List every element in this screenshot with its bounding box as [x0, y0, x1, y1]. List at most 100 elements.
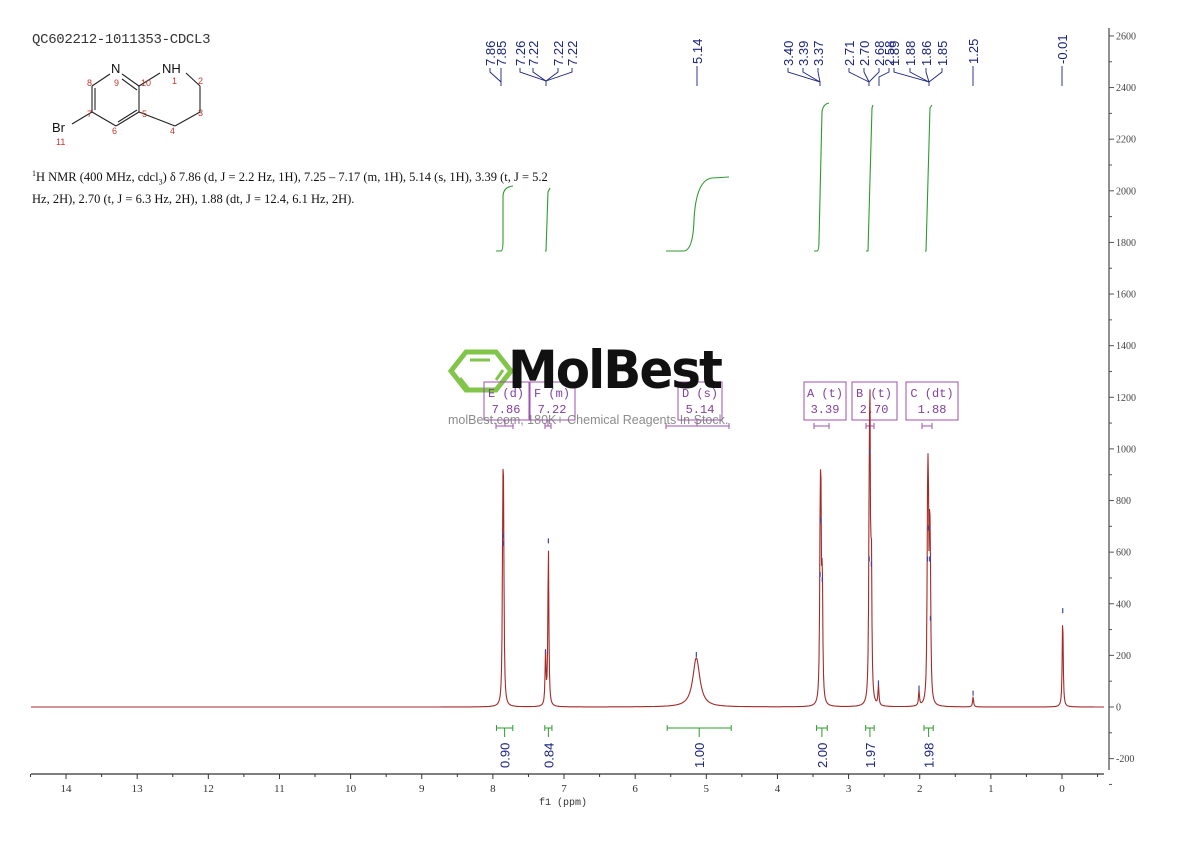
- svg-text:D (s): D (s): [682, 387, 718, 401]
- x-tick-label: 9: [419, 783, 425, 795]
- peak-label: 1.88: [903, 41, 918, 66]
- y-tick-label: 400: [1116, 599, 1131, 610]
- svg-text:A (t): A (t): [807, 387, 843, 401]
- svg-text:7.86: 7.86: [492, 403, 521, 417]
- peak-label: 3.39: [796, 41, 811, 66]
- x-axis-label: f1 (ppm): [539, 797, 587, 809]
- x-tick-label: 1: [988, 783, 994, 795]
- superscript: 1: [32, 169, 36, 178]
- y-axis: 2600240022002000180016001400120010008006…: [1108, 28, 1136, 785]
- x-axis: 14 13 12 11 10 9 8 7 6 5 4 3 2 1 0 f1 (ppm): [29, 773, 1104, 809]
- integral-value: 1.00: [692, 743, 707, 768]
- y-tick-label: 2200: [1116, 135, 1136, 146]
- x-tick-label: 10: [345, 783, 357, 795]
- svg-text:11: 11: [56, 137, 65, 147]
- peak-label-connectors: [489, 66, 1063, 86]
- sample-id: QC602212-1011353-CDCL3: [32, 32, 211, 48]
- svg-text:F (m): F (m): [534, 387, 570, 401]
- peak-label: 7.22: [526, 41, 541, 66]
- atom-nh: NH: [162, 61, 181, 76]
- nmr-line1-rest: ) δ 7.86 (d, J = 2.2 Hz, 1H), 7.25 – 7.1…: [162, 170, 548, 185]
- integral-value: 1.97: [863, 743, 878, 768]
- nmr-line2: Hz, 2H), 2.70 (t, J = 6.3 Hz, 2H), 1.88 …: [32, 191, 355, 206]
- svg-text:B (t): B (t): [856, 387, 892, 401]
- peak-label: 1.86: [919, 41, 934, 66]
- svg-text:E (d): E (d): [488, 387, 524, 401]
- y-tick-label: 2000: [1116, 186, 1136, 197]
- y-tick-label: 1200: [1116, 393, 1136, 404]
- multiplet-annotations: [483, 381, 959, 429]
- x-tick-label: 4: [775, 783, 781, 795]
- peak-markers: [502, 449, 1064, 696]
- peak-label: 7.86: [483, 41, 498, 66]
- structure-labels: N NH Br 1 2 3 4 5 6 7 8 9 10 11: [52, 61, 203, 147]
- atom-n: N: [111, 61, 120, 76]
- svg-text:4: 4: [170, 126, 175, 136]
- svg-text:3: 3: [198, 108, 203, 118]
- svg-text:7: 7: [87, 109, 92, 119]
- y-tick-label: 0: [1116, 703, 1121, 714]
- peak-label: 7.22: [565, 41, 580, 66]
- x-tick-label: 7: [561, 783, 567, 795]
- atom-br: Br: [52, 120, 66, 135]
- peak-label: 7.85: [494, 41, 509, 66]
- chemical-structure: [71, 72, 201, 127]
- y-tick-label: 1400: [1116, 341, 1136, 352]
- x-tick-label: 6: [632, 783, 638, 795]
- integral-values: 0.90 0.84 1.00 2.00 1.97 1.98: [498, 743, 937, 768]
- y-tick-label: 2600: [1116, 31, 1136, 42]
- x-tick-label: 11: [274, 783, 285, 795]
- multiplet-labels: E (d) 7.86 F (m) 7.22 D (s) 5.14 A (t) 3…: [488, 387, 954, 417]
- x-tick-label: 8: [490, 783, 496, 795]
- svg-text:2.70: 2.70: [860, 403, 889, 417]
- y-tick-label: 2400: [1116, 83, 1136, 94]
- peak-label: 5.14: [690, 39, 705, 64]
- peak-label: 7.26: [513, 41, 528, 66]
- spectrum-trace: [31, 389, 1104, 708]
- y-tick-label: 800: [1116, 496, 1131, 507]
- svg-text:6: 6: [112, 126, 117, 136]
- subscript: 3: [158, 177, 163, 187]
- svg-text:5.14: 5.14: [686, 403, 715, 417]
- peak-label: 3.37: [811, 41, 826, 66]
- x-tick-label: 2: [917, 783, 923, 795]
- peak-label: 1.25: [966, 39, 981, 64]
- peak-label: 2.68: [872, 41, 887, 66]
- y-tick-label: 1600: [1116, 290, 1136, 301]
- integral-value: 2.00: [815, 743, 830, 768]
- nmr-description: 1H NMR (400 MHz, cdcl3) δ 7.86 (d, J = 2…: [32, 166, 592, 207]
- molbest-logo-icon: [447, 349, 515, 393]
- integral-value: 1.98: [922, 743, 937, 768]
- peak-label: 1.89: [887, 41, 902, 66]
- x-tick-label: 5: [704, 783, 710, 795]
- peak-label: 7.22: [551, 41, 566, 66]
- nmr-line1: H NMR (400 MHz, cdcl: [36, 170, 159, 185]
- integral-curves: [496, 102, 933, 252]
- y-tick-label: 200: [1116, 651, 1131, 662]
- svg-text:10: 10: [141, 78, 151, 88]
- svg-text:5: 5: [142, 109, 147, 119]
- x-tick-label: 13: [132, 783, 144, 795]
- x-tick-label: 12: [203, 783, 214, 795]
- svg-text:1.88: 1.88: [918, 403, 947, 417]
- peak-label: -0.01: [1055, 34, 1070, 64]
- peak-label: 2.58: [882, 41, 897, 66]
- integral-bars: [495, 725, 934, 737]
- svg-text:3.39: 3.39: [811, 403, 840, 417]
- integral-value: 0.90: [498, 743, 513, 768]
- svg-text:9: 9: [114, 78, 119, 88]
- svg-text:8: 8: [87, 78, 92, 88]
- watermark-tagline: molBest.com, 180K+ Chemical Reagents In …: [448, 413, 729, 427]
- peak-label: 2.71: [842, 41, 857, 66]
- x-tick-label: 14: [61, 783, 73, 795]
- svg-text:1: 1: [172, 76, 177, 86]
- watermark-brand: MolBest: [508, 339, 723, 401]
- y-tick-label: 1000: [1116, 444, 1136, 455]
- x-tick-label: 0: [1059, 783, 1065, 795]
- y-tick-label: 600: [1116, 548, 1131, 559]
- y-tick-label: 1800: [1116, 238, 1136, 249]
- peak-label: 3.40: [781, 41, 796, 66]
- peak-label: 1.85: [935, 41, 950, 66]
- peak-label: 2.70: [857, 41, 872, 66]
